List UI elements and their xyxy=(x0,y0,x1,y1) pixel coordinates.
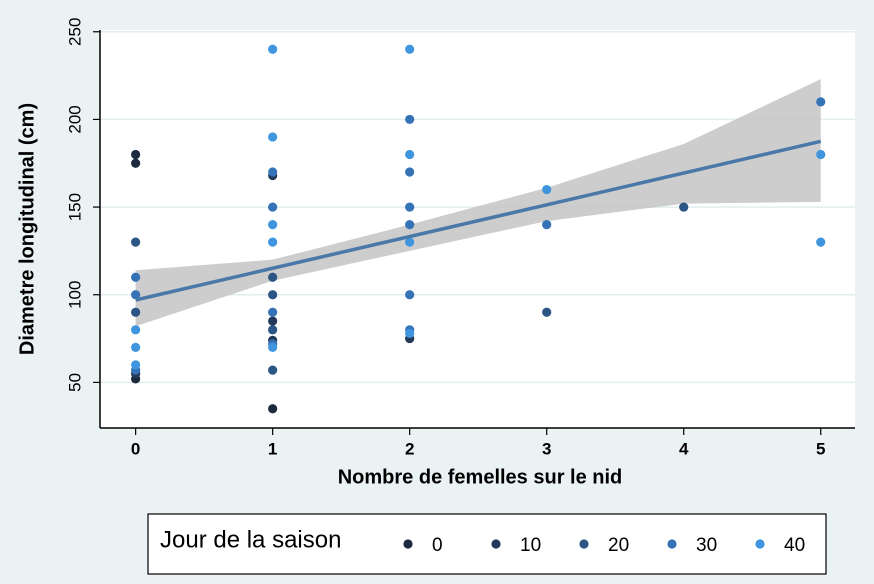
point xyxy=(268,316,278,326)
y-axis-label: Diametre longitudinal (cm) xyxy=(16,103,38,355)
point xyxy=(405,114,415,125)
point xyxy=(268,342,278,352)
y-tick-label: 250 xyxy=(65,18,84,46)
point xyxy=(816,237,826,247)
x-tick-label: 0 xyxy=(131,439,140,458)
point xyxy=(405,220,415,230)
point xyxy=(131,237,141,247)
point xyxy=(131,158,141,168)
point xyxy=(131,290,141,300)
point xyxy=(405,328,415,338)
legend-marker xyxy=(403,539,413,549)
x-tick-label: 1 xyxy=(268,439,277,458)
y-tick-label: 200 xyxy=(65,105,84,133)
point xyxy=(268,202,278,212)
point xyxy=(405,290,415,300)
point xyxy=(268,290,278,300)
y-tick-label: 100 xyxy=(65,281,84,309)
point xyxy=(268,404,278,414)
point xyxy=(405,44,415,54)
point xyxy=(405,237,415,247)
legend-label: 10 xyxy=(520,535,541,556)
point xyxy=(268,132,278,142)
point xyxy=(268,44,278,54)
point xyxy=(542,220,552,230)
point xyxy=(268,272,278,282)
legend-marker xyxy=(491,539,501,549)
x-tick-label: 3 xyxy=(542,439,551,458)
point xyxy=(131,325,141,335)
x-tick-label: 5 xyxy=(816,439,825,458)
x-tick-label: 2 xyxy=(405,439,414,458)
x-axis-label: Nombre de femelles sur le nid xyxy=(338,466,623,488)
legend-label: 40 xyxy=(784,535,805,556)
y-tick-label: 50 xyxy=(65,373,84,392)
legend-marker xyxy=(755,539,765,549)
point xyxy=(131,149,141,160)
point xyxy=(816,149,826,160)
point xyxy=(405,149,415,160)
point xyxy=(268,307,278,317)
legend-label: 30 xyxy=(696,535,717,556)
x-tick-label: 4 xyxy=(679,439,689,458)
legend-marker xyxy=(579,539,589,549)
point xyxy=(405,167,415,177)
y-tick-label: 150 xyxy=(65,193,84,221)
point xyxy=(131,307,141,317)
confidence-band xyxy=(135,79,821,327)
point xyxy=(131,272,141,282)
point xyxy=(268,237,278,247)
legend-label: 20 xyxy=(608,535,629,556)
point xyxy=(679,202,689,212)
legend-title: Jour de la saison xyxy=(160,526,341,553)
point xyxy=(268,325,278,335)
point xyxy=(816,97,826,107)
point xyxy=(268,220,278,230)
point xyxy=(131,342,141,352)
legend-label: 0 xyxy=(432,535,443,556)
legend xyxy=(147,513,827,575)
point xyxy=(131,360,141,370)
fit-line xyxy=(135,139,822,302)
point xyxy=(542,184,552,195)
point xyxy=(542,307,552,317)
legend-marker xyxy=(667,539,677,549)
point xyxy=(268,167,278,177)
point xyxy=(405,202,415,212)
point xyxy=(268,365,278,375)
